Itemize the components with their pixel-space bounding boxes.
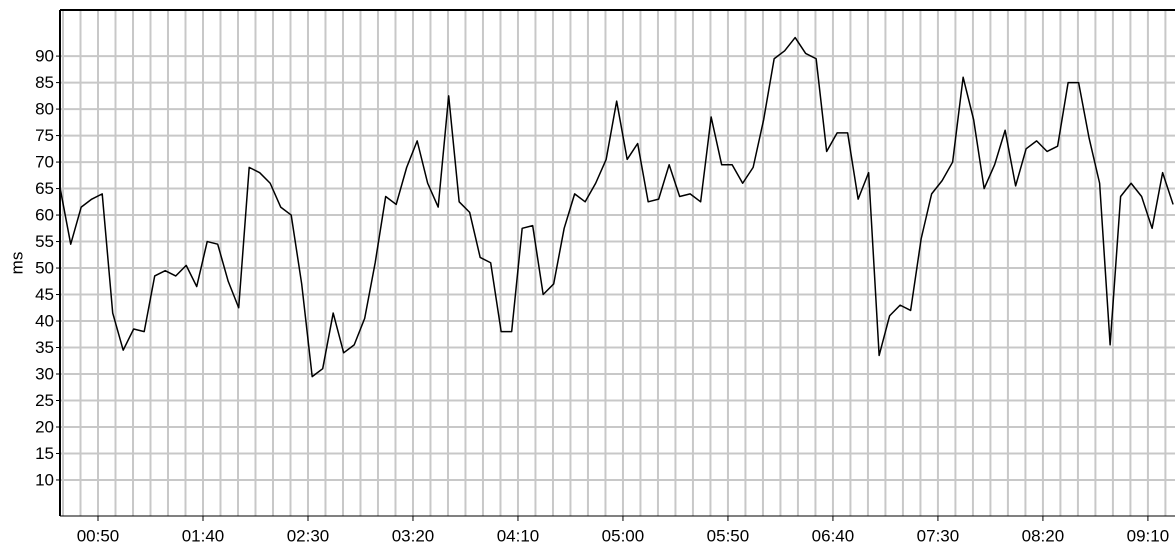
x-tick-label: 07:30: [917, 526, 960, 545]
y-tick-label: 45: [35, 285, 54, 304]
x-tick-label: 03:20: [392, 526, 435, 545]
y-tick-label: 35: [35, 338, 54, 357]
x-tick-label: 06:40: [812, 526, 855, 545]
y-tick-label: 70: [35, 153, 54, 172]
y-tick-label: 85: [35, 73, 54, 92]
x-tick-label: 08:20: [1022, 526, 1065, 545]
y-tick-label: 15: [35, 444, 54, 463]
y-tick-label: 30: [35, 364, 54, 383]
x-tick-label: 01:40: [182, 526, 225, 545]
data-line: [59, 36, 1174, 378]
y-tick-label: 90: [35, 47, 54, 66]
x-tick-label: 02:30: [287, 526, 330, 545]
y-tick-label: 50: [35, 259, 54, 278]
y-axis-label: ms: [7, 252, 26, 275]
x-tick-label: 05:50: [707, 526, 750, 545]
y-tick-label: 25: [35, 391, 54, 410]
y-tick-label: 60: [35, 206, 54, 225]
x-tick-label: 04:10: [497, 526, 540, 545]
x-tick-label: 09:10: [1127, 526, 1170, 545]
y-tick-label: 20: [35, 417, 54, 436]
y-tick-label: 65: [35, 179, 54, 198]
x-tick-label: 05:00: [602, 526, 645, 545]
x-tick-label: 00:50: [77, 526, 120, 545]
y-tick-label: 10: [35, 470, 54, 489]
y-tick-label: 40: [35, 312, 54, 331]
y-tick-label: 75: [35, 126, 54, 145]
y-tick-label: 80: [35, 100, 54, 119]
y-tick-label: 55: [35, 232, 54, 251]
